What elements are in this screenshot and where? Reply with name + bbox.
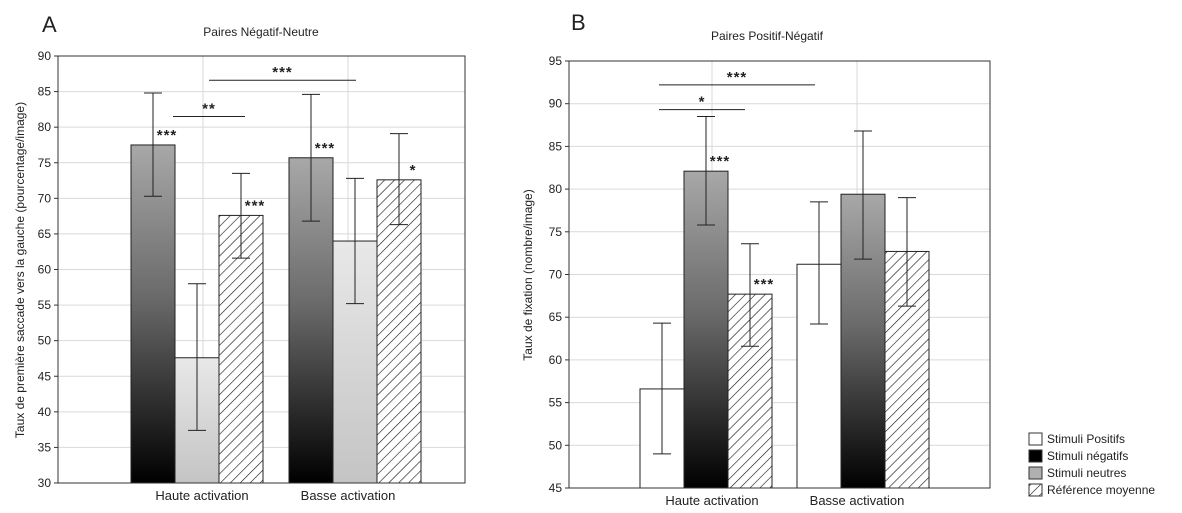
panel-b-significance: *** *** bbox=[710, 153, 775, 293]
panel-a-title: Paires Négatif-Neutre bbox=[203, 25, 319, 39]
panel-b-brackets: **** bbox=[659, 69, 815, 111]
bracket-significance-label: ** bbox=[202, 100, 216, 117]
panel-b-letter: B bbox=[571, 10, 586, 35]
y-tick-label: 70 bbox=[38, 191, 52, 205]
panel-a-x-category-1: Haute activation bbox=[155, 488, 248, 503]
y-tick-label: 55 bbox=[38, 298, 52, 312]
panel-a-error-bars bbox=[144, 92, 408, 431]
y-tick-label: 80 bbox=[38, 120, 52, 134]
legend: Stimuli Positifs Stimuli négatifs Stimul… bbox=[1028, 432, 1155, 497]
y-tick-label: 60 bbox=[38, 263, 52, 277]
panel-a-plot-frame bbox=[57, 55, 466, 484]
bracket-significance-label: * bbox=[699, 94, 706, 111]
panel-b-error-bars bbox=[653, 116, 916, 455]
legend-label-neutres: Stimuli neutres bbox=[1047, 466, 1126, 480]
significance-label: *** bbox=[245, 197, 266, 214]
panel-b-title: Paires Positif-Négatif bbox=[711, 29, 824, 43]
panel-b: B Paires Positif-Négatif Taux de fixatio… bbox=[521, 10, 991, 508]
y-tick-label: 65 bbox=[38, 227, 52, 241]
legend-swatch-positifs bbox=[1028, 432, 1043, 446]
y-tick-label: 65 bbox=[549, 310, 563, 324]
legend-label-reference: Référence moyenne bbox=[1047, 483, 1155, 497]
y-tick-label: 55 bbox=[549, 396, 563, 410]
panel-a-y-axis-label: Taux de première saccade vers la gauche … bbox=[13, 102, 27, 438]
y-tick-label: 90 bbox=[38, 49, 52, 63]
y-tick-label: 90 bbox=[549, 97, 563, 111]
bracket-significance-label: *** bbox=[272, 64, 293, 81]
panel-a-significance: ********** bbox=[157, 127, 417, 214]
panel-b-bars bbox=[639, 170, 930, 489]
panel-b-y-ticks: 45 50 55 60 65 70 75 80 85 90 95 bbox=[549, 54, 569, 495]
legend-label-positifs: Stimuli Positifs bbox=[1047, 432, 1125, 446]
legend-swatch-negatifs bbox=[1028, 449, 1043, 463]
bracket-significance-label: *** bbox=[727, 69, 748, 86]
legend-swatch-reference bbox=[1028, 483, 1043, 497]
significance-label: *** bbox=[315, 140, 336, 157]
y-tick-label: 75 bbox=[38, 156, 52, 170]
y-tick-label: 70 bbox=[549, 268, 563, 282]
y-tick-label: 35 bbox=[38, 440, 52, 454]
y-tick-label: 85 bbox=[38, 85, 52, 99]
panel-a-x-category-2: Basse activation bbox=[301, 488, 396, 503]
y-tick-label: 95 bbox=[549, 54, 563, 68]
legend-swatch-neutres bbox=[1028, 466, 1043, 480]
significance-label: *** bbox=[157, 127, 178, 144]
panel-a-letter: A bbox=[42, 12, 57, 37]
y-tick-label: 45 bbox=[549, 481, 563, 495]
bar bbox=[218, 214, 264, 484]
panel-b-x-category-2: Basse activation bbox=[810, 493, 905, 508]
panel-a: A Paires Négatif-Neutre Taux de première… bbox=[13, 12, 466, 503]
y-tick-label: 45 bbox=[38, 369, 52, 383]
panel-a-bars bbox=[130, 144, 422, 484]
legend-label-negatifs: Stimuli négatifs bbox=[1047, 449, 1128, 463]
y-tick-label: 50 bbox=[549, 438, 563, 452]
panel-a-y-ticks: 30 35 40 45 50 55 60 65 70 75 80 85 90 bbox=[38, 49, 58, 490]
y-tick-label: 50 bbox=[38, 334, 52, 348]
y-tick-label: 80 bbox=[549, 182, 563, 196]
panel-b-plot-frame bbox=[568, 60, 991, 489]
significance-label: *** bbox=[710, 153, 731, 170]
y-tick-label: 75 bbox=[549, 225, 563, 239]
y-tick-label: 30 bbox=[38, 476, 52, 490]
significance-label: *** bbox=[754, 276, 775, 293]
y-tick-label: 60 bbox=[549, 353, 563, 367]
y-tick-label: 85 bbox=[549, 139, 563, 153]
panel-b-x-category-1: Haute activation bbox=[665, 493, 758, 508]
bar bbox=[376, 179, 422, 484]
significance-label: * bbox=[410, 162, 417, 179]
panel-b-y-axis-label: Taux de fixation (nombre/image) bbox=[521, 189, 535, 360]
panel-a-brackets: ***** bbox=[173, 64, 356, 117]
y-tick-label: 40 bbox=[38, 405, 52, 419]
